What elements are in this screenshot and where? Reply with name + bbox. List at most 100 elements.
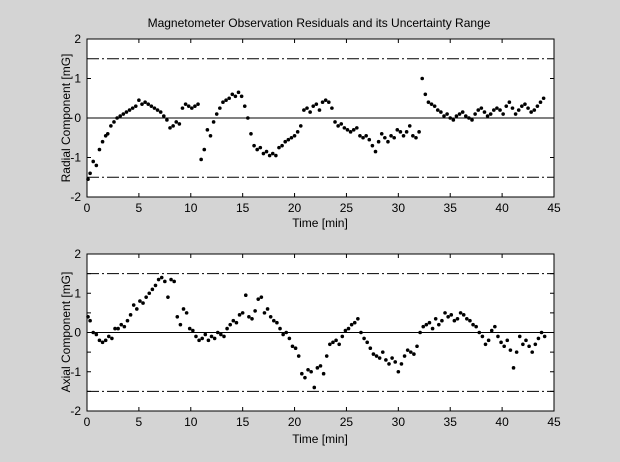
y-tick-label: -1	[70, 151, 81, 165]
data-point-radial	[267, 153, 272, 158]
data-point-axial	[533, 342, 538, 347]
data-point-axial	[377, 356, 382, 360]
data-point-axial	[222, 334, 226, 339]
data-point-radial	[333, 120, 337, 124]
data-point-radial	[451, 118, 456, 122]
data-point-radial	[473, 112, 477, 116]
data-point-radial	[361, 135, 365, 140]
y-tick-label: -2	[70, 404, 81, 418]
data-point-radial	[264, 149, 269, 154]
data-point-axial	[508, 348, 513, 352]
data-point-axial	[517, 334, 522, 339]
data-point-axial	[536, 336, 541, 341]
data-point-radial	[439, 110, 443, 114]
data-point-axial	[321, 371, 326, 376]
data-point-radial	[161, 114, 166, 118]
data-point-axial	[496, 334, 500, 339]
data-point-axial	[247, 315, 251, 319]
data-point-axial	[116, 326, 120, 331]
data-point-axial	[539, 330, 544, 335]
data-point-axial	[219, 332, 223, 337]
data-point-axial	[493, 324, 497, 329]
data-point-axial	[365, 340, 370, 345]
data-point-radial	[339, 122, 344, 126]
data-point-axial	[178, 322, 183, 327]
data-point-radial	[115, 116, 119, 120]
data-point-axial	[290, 344, 295, 349]
data-point-radial	[529, 110, 533, 114]
x-tick-label: 35	[444, 415, 458, 429]
data-point-radial	[133, 104, 138, 108]
data-point-radial	[501, 112, 505, 116]
data-point-axial	[181, 307, 186, 311]
data-point-radial	[526, 106, 530, 110]
data-point-axial	[131, 303, 136, 307]
data-point-axial	[187, 326, 192, 331]
data-point-axial	[427, 320, 432, 325]
data-point-radial	[211, 120, 216, 124]
data-point-radial	[208, 133, 213, 138]
data-point-radial	[112, 120, 116, 124]
data-point-radial	[351, 128, 356, 132]
data-point-axial	[172, 279, 176, 284]
data-point-axial	[384, 358, 388, 362]
data-point-radial	[205, 128, 210, 132]
data-point-radial	[317, 108, 322, 112]
data-point-axial	[228, 322, 233, 327]
x-tick-label: 45	[547, 415, 561, 429]
data-point-axial	[380, 350, 385, 354]
data-point-axial	[296, 354, 301, 358]
x-tick-label: 15	[236, 201, 250, 215]
x-tick-label: 40	[495, 201, 509, 215]
data-point-radial	[94, 163, 99, 168]
data-point-radial	[435, 108, 440, 112]
data-point-axial	[396, 369, 401, 374]
data-point-radial	[520, 104, 524, 108]
data-point-axial	[166, 295, 170, 299]
y-tick-label: 0	[74, 326, 81, 340]
data-point-axial	[88, 318, 92, 323]
data-point-axial	[328, 342, 332, 347]
data-point-radial	[460, 110, 465, 114]
x-tick-label: 15	[236, 415, 250, 429]
data-point-axial	[430, 326, 435, 331]
data-point-axial	[402, 354, 407, 358]
data-point-radial	[146, 102, 151, 106]
data-point-radial	[86, 177, 90, 182]
data-point-axial	[259, 295, 264, 299]
data-point-axial	[138, 299, 142, 303]
x-tick-label: 30	[392, 201, 406, 215]
data-point-radial	[105, 132, 110, 136]
data-point-axial	[225, 326, 229, 331]
data-point-axial	[390, 356, 394, 360]
data-point-radial	[541, 96, 546, 101]
data-point-radial	[277, 145, 281, 150]
data-point-axial	[352, 320, 357, 325]
data-point-axial	[318, 364, 323, 368]
data-point-radial	[252, 143, 256, 148]
data-point-radial	[445, 112, 449, 116]
data-point-radial	[196, 102, 200, 106]
data-point-axial	[465, 316, 469, 321]
data-point-axial	[306, 367, 310, 372]
x-tick-label: 0	[84, 415, 91, 429]
data-point-radial	[236, 90, 241, 95]
data-point-radial	[130, 106, 135, 110]
data-point-radial	[137, 98, 141, 103]
data-point-axial	[524, 338, 528, 343]
data-point-axial	[281, 332, 285, 337]
data-point-axial	[113, 326, 117, 331]
data-point-radial	[280, 143, 284, 148]
data-point-radial	[389, 133, 393, 138]
x-tick-label: 10	[184, 201, 198, 215]
data-point-axial	[393, 360, 398, 364]
data-point-axial	[514, 350, 519, 354]
data-point-radial	[426, 100, 431, 104]
data-point-radial	[155, 108, 160, 112]
x-tick-label: 35	[444, 201, 458, 215]
data-point-radial	[314, 102, 319, 106]
data-point-axial	[542, 334, 547, 339]
data-point-axial	[346, 326, 351, 331]
data-point-radial	[535, 104, 540, 108]
data-point-radial	[498, 108, 502, 112]
